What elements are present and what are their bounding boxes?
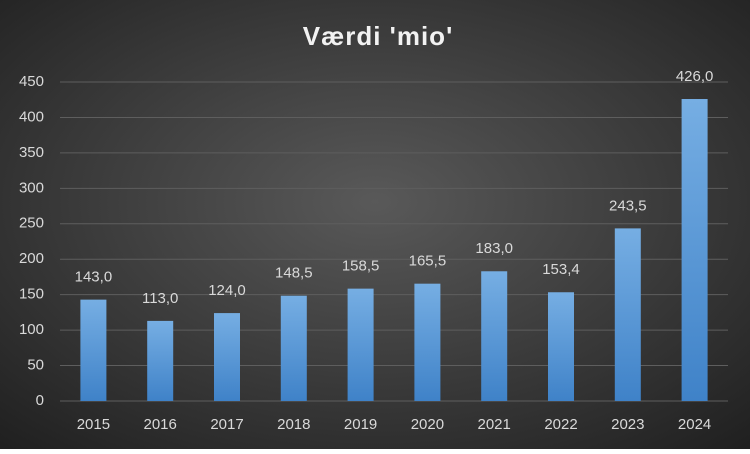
- value-label: 153,4: [542, 261, 580, 278]
- x-tick-label: 2022: [544, 416, 577, 433]
- x-tick-label: 2016: [144, 416, 177, 433]
- y-tick-label: 50: [27, 357, 44, 374]
- bar: [681, 99, 708, 401]
- x-tick-label: 2023: [611, 416, 644, 433]
- y-tick-label: 400: [19, 108, 44, 125]
- bar: [214, 313, 240, 401]
- value-label: 143,0: [75, 269, 113, 286]
- value-label: 148,5: [275, 265, 313, 282]
- bar: [347, 288, 374, 401]
- x-tick-label: 2020: [411, 416, 444, 433]
- y-tick-label: 250: [19, 215, 44, 232]
- y-tick-label: 150: [19, 286, 44, 303]
- value-label: 113,0: [142, 290, 178, 307]
- value-label: 426,0: [676, 68, 714, 85]
- x-tick-label: 2024: [678, 416, 711, 433]
- y-tick-label: 350: [19, 144, 44, 161]
- bar: [147, 320, 174, 401]
- x-tick-label: 2019: [344, 416, 377, 433]
- y-tick-label: 200: [19, 250, 44, 267]
- value-label: 165,5: [409, 253, 447, 270]
- value-label: 124,0: [208, 282, 246, 299]
- value-label: 243,5: [609, 197, 647, 214]
- bar: [481, 271, 508, 401]
- y-tick-label: 0: [36, 392, 44, 409]
- bar: [548, 292, 574, 401]
- bar: [614, 228, 641, 401]
- bar: [280, 295, 307, 401]
- x-tick-label: 2018: [277, 416, 310, 433]
- bar: [80, 299, 107, 401]
- x-tick-label: 2017: [210, 416, 243, 433]
- chart-title: Værdi 'mio': [303, 21, 454, 51]
- x-tick-label: 2015: [77, 416, 110, 433]
- x-tick-label: 2021: [478, 416, 511, 433]
- y-tick-label: 300: [19, 179, 44, 196]
- y-tick-label: 100: [19, 321, 44, 338]
- bar: [414, 283, 441, 401]
- value-label: 183,0: [475, 240, 513, 257]
- value-label: 158,5: [342, 258, 380, 275]
- y-tick-label: 450: [19, 73, 44, 90]
